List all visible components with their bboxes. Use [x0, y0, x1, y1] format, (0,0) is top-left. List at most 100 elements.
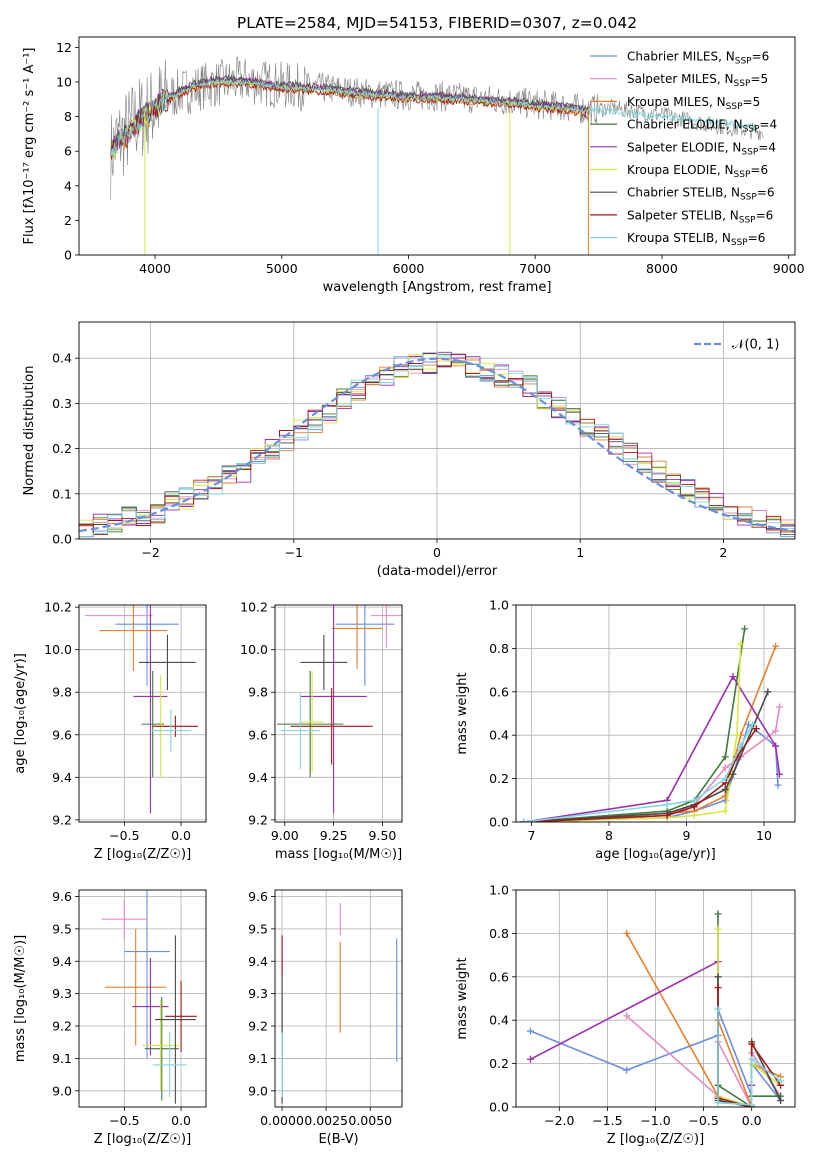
- mass-weight-marker: [772, 742, 780, 750]
- legend-label: Salpeter MILES, NSSP=5: [627, 72, 768, 89]
- mass-weight-marker: [748, 720, 756, 728]
- y-tick-label: 1.0: [489, 598, 509, 613]
- legend-label-tail: =6: [750, 163, 768, 177]
- y-tick-label: 1.0: [489, 883, 509, 898]
- mass-weight-marker: [526, 1055, 534, 1063]
- x-tick-label: 7: [528, 828, 536, 843]
- x-tick-label: −0.5: [109, 1113, 139, 1128]
- y-tick-label: 0.1: [52, 486, 72, 501]
- mass-weight-marker: [748, 1040, 756, 1048]
- legend-label: Chabrier MILES, NSSP=6: [627, 50, 769, 67]
- y-tick-label: 0.4: [52, 351, 72, 366]
- x-tick-label: 0: [433, 545, 441, 560]
- y-tick-label: 9.6: [52, 889, 72, 904]
- mass-weight-marker: [729, 770, 737, 778]
- x-tick-label: −1.0: [640, 1113, 670, 1128]
- mass-weight-marker: [748, 1101, 756, 1107]
- y-tick-label: 0.0: [489, 815, 509, 830]
- y-tick-label: 0.4: [489, 1013, 509, 1028]
- mass-weight-marker: [623, 1012, 631, 1020]
- x-axis-label: E(B-V): [318, 1132, 358, 1147]
- spectrum-data-line: [110, 56, 764, 200]
- axes-frame: [78, 321, 796, 540]
- y-tick-label: 0: [64, 248, 72, 263]
- x-tick-label: 9.50: [369, 828, 397, 843]
- mass-weight-marker: [752, 725, 760, 733]
- x-tick-label: 9: [683, 828, 691, 843]
- legend-label: Kroupa MILES, NSSP=5: [627, 95, 760, 112]
- legend-label: Kroupa STELIB, NSSP=6: [627, 231, 765, 248]
- mass-weight-marker: [772, 642, 780, 650]
- x-tick-label: −0.5: [688, 1113, 718, 1128]
- y-tick-label: 0.0: [52, 532, 72, 547]
- x-axis-label: (data-model)/error: [377, 564, 498, 579]
- axes-frame: [515, 604, 796, 823]
- x-tick-label: −1: [285, 545, 303, 560]
- axes-frame: [78, 889, 207, 1108]
- y-tick-label: 0.2: [489, 771, 509, 786]
- y-tick-label: 9.2: [248, 812, 268, 827]
- mass-weight-line: [625, 933, 781, 1107]
- mass-weight-marker: [721, 775, 729, 783]
- plot-area: [101, 890, 197, 1104]
- legend-label-tail: =5: [750, 72, 768, 86]
- model-spectrum-line: [110, 74, 590, 152]
- x-tick-label: −2.0: [544, 1113, 574, 1128]
- legend-label-text: Salpeter MILES, N: [627, 72, 734, 86]
- mass-weight-marker: [721, 764, 729, 772]
- residuals-legend: 𝒩(0, 1): [694, 338, 779, 353]
- y-tick-label: 9.1: [248, 1051, 268, 1066]
- mass-weight-marker: [772, 727, 780, 735]
- plot-area: [526, 910, 785, 1107]
- y-tick-label: 9.4: [248, 954, 268, 969]
- y-tick-label: 9.3: [52, 986, 72, 1001]
- y-axis-label: Flux [fλ10⁻¹⁷ erg cm⁻² s⁻¹ A⁻¹]: [22, 48, 37, 245]
- mass-weight-marker: [774, 781, 782, 789]
- legend-label-sub: SSP: [734, 170, 751, 180]
- mass-weight-marker: [733, 731, 741, 739]
- y-tick-label: 10: [56, 74, 72, 89]
- legend-label-tail: =4: [758, 140, 776, 154]
- y-tick-label: 9.6: [248, 727, 268, 742]
- x-tick-label: 1: [576, 545, 584, 560]
- mass-weight-marker: [714, 984, 722, 992]
- y-tick-label: 9.0: [248, 1083, 268, 1098]
- y-tick-label: 10.2: [240, 600, 268, 615]
- y-tick-label: 10.0: [44, 642, 72, 657]
- x-tick-label: −0.5: [109, 828, 139, 843]
- y-tick-label: 9.0: [52, 1083, 72, 1098]
- x-tick-label: 0.0050: [348, 1113, 392, 1128]
- x-tick-label: 0.0025: [304, 1113, 348, 1128]
- x-tick-label: −1.5: [592, 1113, 622, 1128]
- plot-area: [276, 605, 402, 814]
- y-tick-label: 9.1: [52, 1051, 72, 1066]
- legend-label: Salpeter STELIB, NSSP=6: [627, 208, 773, 225]
- legend-label-sub: SSP: [726, 102, 743, 112]
- y-tick-label: 12: [56, 40, 72, 55]
- y-tick-label: 4: [64, 178, 72, 193]
- y-tick-label: 0.3: [52, 396, 72, 411]
- y-tick-label: 9.4: [52, 770, 72, 785]
- legend-label: Chabrier STELIB, NSSP=6: [627, 186, 775, 203]
- legend-label: Chabrier ELODIE, NSSP=4: [627, 118, 777, 135]
- y-tick-label: 0.6: [489, 684, 509, 699]
- plot-area: [110, 56, 764, 255]
- mass-weight-marker: [776, 703, 783, 711]
- plot-area: [520, 625, 783, 822]
- mass-weight-marker: [714, 910, 722, 918]
- mass-weight-marker: [663, 801, 671, 809]
- plot-area: [79, 351, 795, 539]
- legend-label-tail: =6: [756, 208, 774, 222]
- panel-mass_vs_Z: −0.5 0.0 9.0 9.1 9.2 9.3 9.4 9.5 9.6 Z [log₁₀(Z/Z…: [13, 889, 207, 1147]
- legend-label-text: Kroupa STELIB, N: [627, 231, 731, 245]
- panel-spectrum: 4000 5000 6000 7000 8000 9000 0 2 4 6 8 10 12 wavelen…: [22, 14, 805, 295]
- y-tick-label: 9.4: [248, 770, 268, 785]
- legend-label-tail: =6: [752, 50, 770, 64]
- legend-label-sub: SSP: [734, 79, 751, 89]
- y-tick-label: 0.2: [52, 441, 72, 456]
- x-tick-label: 9.00: [271, 828, 299, 843]
- legend-label: Kroupa ELODIE, NSSP=6: [627, 163, 768, 180]
- axes-frame: [78, 604, 207, 823]
- mass-weight-marker: [623, 929, 631, 937]
